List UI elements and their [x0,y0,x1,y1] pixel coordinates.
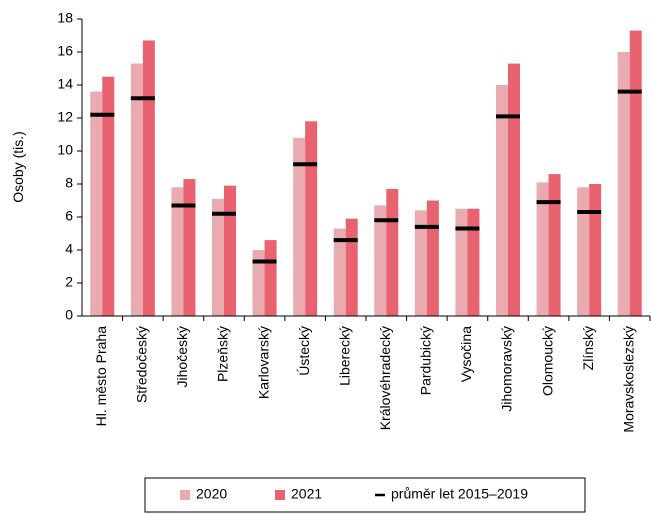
legend-swatch-2020 [180,490,190,500]
bar-2021-6 [305,121,318,316]
legend: 2020 2021 průměr let 2015–2019 [144,477,586,513]
x-tick-label: Středočeský [134,326,150,403]
x-tick-label: Hl. město Praha [93,326,109,427]
bar-2021-3 [183,179,196,316]
bar-2020-4 [212,198,224,316]
bar-2021-5 [264,240,277,316]
legend-frame [144,477,586,513]
x-tick-label: Liberecký [336,326,352,386]
bar-2020-10 [455,208,468,316]
x-tick-label: Královéhradecký [377,326,393,430]
bar-2021-2 [142,40,155,316]
x-tick-label: Zlínský [580,326,596,370]
legend-label: 2020 [196,486,227,502]
x-tick-label: Jihomoravský [499,326,515,412]
x-tick-label: Moravskoslezský [620,326,636,433]
bar-2020-2 [130,63,143,316]
bar-2020-3 [171,187,184,316]
bar-2020-5 [252,250,265,316]
y-tick-label: 12 [57,109,73,125]
bar-2020-13 [577,187,590,316]
bar-2020-11 [496,85,508,316]
bar-2021-9 [426,200,439,316]
x-tick-label: Ústecký [296,326,312,376]
bar-2020-1 [90,91,103,316]
bar-2021-7 [345,218,358,316]
legend-label: průměr let 2015–2019 [391,486,528,502]
y-tick-label: 6 [65,208,73,224]
bar-2020-14 [617,52,630,316]
bar-2020-12 [536,182,549,316]
bar-2021-14 [629,30,642,317]
y-tick-label: 4 [65,241,73,257]
legend-swatch-2021 [275,490,285,500]
x-tick-label: Vysočina [458,326,474,383]
x-tick-labels: Hl. město Praha Středočeský Jihočeský Plzeň… [93,326,636,433]
bars-layer [90,30,642,317]
bar-2021-13 [589,184,602,316]
x-tick-label: Pardubický [418,326,434,395]
average-markers-layer [90,89,642,264]
bar-2021-8 [386,188,399,316]
y-tick-label: 16 [57,43,73,59]
bar-2021-10 [467,208,480,316]
x-tick-label: Plzeňský [215,326,231,382]
y-tick-label: 10 [57,142,73,158]
bar-2021-4 [224,185,236,316]
axes-layer [77,18,651,321]
y-tick-label: 14 [57,76,73,92]
bar-2021-11 [508,63,520,316]
bar-2020-9 [414,210,427,316]
y-tick-label: 2 [65,274,73,290]
bar-2021-1 [102,76,115,316]
y-tick-label: 18 [57,10,73,26]
x-tick-label: Olomoucký [539,326,555,396]
y-axis-label: Osoby (tis.) [10,131,26,203]
legend-items: 2020 2021 průměr let 2015–2019 [180,486,528,502]
y-tick-label: 0 [65,307,73,323]
bar-2020-6 [293,137,306,316]
bar-2020-8 [374,205,387,316]
x-tick-label: Jihočeský [174,326,190,387]
bar-2020-7 [333,228,346,316]
x-tick-label: Karlovarský [255,326,271,399]
y-tick-labels: 0 2 4 6 8 10 12 14 16 18 [57,10,73,323]
y-tick-label: 8 [65,175,73,191]
legend-label: 2021 [291,486,322,502]
bar-2021-12 [548,174,561,316]
